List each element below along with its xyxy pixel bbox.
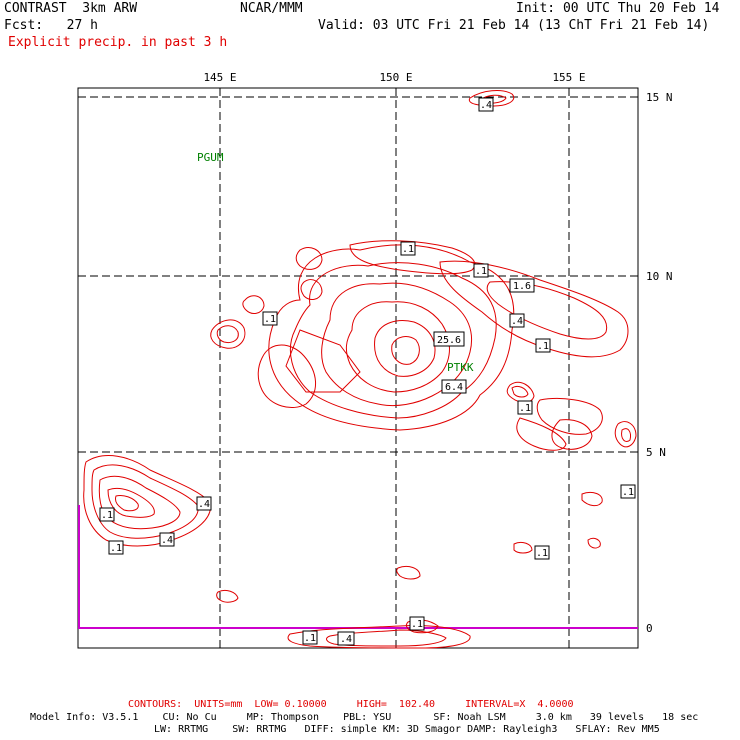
contour-main-outer [268,244,515,431]
svg-text:25.6: 25.6 [437,335,461,346]
value-label: .1 [620,484,636,499]
precip-contours [83,90,637,649]
contour-east-band-2 [486,281,608,340]
contour-east-edge [614,421,637,448]
contour-main-3 [321,282,473,407]
value-label: .1 [409,616,425,631]
value-label: .1 [99,507,115,522]
valid-time: Valid: 03 UTC Fri 21 Feb 14 (13 ChT Fri … [318,18,710,33]
lat-label-eq: 0 [646,622,653,635]
contour-west-lobe-2 [257,344,316,408]
contour-main-5 [374,320,436,377]
value-label: .1 [262,311,278,326]
contour-info: CONTOURS: UNITS=mm LOW= 0.10000 HIGH= 10… [128,699,574,710]
svg-text:.1: .1 [304,633,316,644]
svg-text:1.6: 1.6 [513,281,531,292]
svg-text:.1: .1 [519,403,531,414]
lon-label-145: 145 E [203,71,236,84]
model-info-line-2: LW: RRTMG SW: RRTMG DIFF: simple KM: 3D … [154,724,660,735]
value-label: .4 [478,97,494,112]
lon-label-150: 150 E [379,71,412,84]
value-label: .1 [535,338,551,353]
contour-east-mid-2 [551,419,593,450]
value-label: .1 [534,545,550,560]
value-label: .4 [337,631,355,646]
svg-text:6.4: 6.4 [445,382,463,393]
value-label: .1 [108,540,124,555]
contour-guam-east-2 [216,325,239,343]
lon-label-155: 155 E [552,71,585,84]
svg-text:.1: .1 [101,510,113,521]
svg-text:.1: .1 [537,341,549,352]
contour-main-4 [345,301,450,393]
svg-text:.1: .1 [411,619,423,630]
model-title: CONTRAST 3km ARW [4,1,138,16]
contour-value-labels: .4 .1 .1 1.6 .1 .4 .1 25.6 6.4 .1 .1 .4 … [99,97,636,646]
value-label: 25.6 [433,331,465,347]
map-frame [77,87,639,649]
contour-sw-2 [91,464,199,539]
field-title: Explicit precip. in past 3 h [8,35,228,50]
forecast-hour: Fcst: 27 h [4,18,98,33]
contour-north-band [349,240,476,275]
value-label: .1 [400,241,416,256]
svg-text:.4: .4 [340,634,352,645]
contour-east-mid [536,397,603,435]
org-label: NCAR/MMM [240,1,303,16]
contour-main-2 [289,262,497,419]
svg-text:.4: .4 [480,100,492,111]
svg-text:.4: .4 [198,499,210,510]
value-label: .4 [159,532,175,547]
lat-label-15n: 15 N [646,91,673,104]
contour-small-w [242,295,265,314]
contour-equator-band [287,625,471,649]
svg-text:.1: .1 [475,266,487,277]
value-label: 1.6 [509,278,535,293]
contour-small-s3 [513,541,533,554]
contour-guam-east [210,319,246,349]
lat-label-10n: 10 N [646,270,673,283]
svg-text:.4: .4 [161,535,173,546]
value-label: .1 [473,263,489,278]
contour-sw-4 [107,487,155,518]
init-time: Init: 00 UTC Thu 20 Feb 14 [516,1,720,16]
contour-east-trail [516,417,567,451]
station-label-pgum: PGUM [197,151,224,164]
svg-text:.4: .4 [511,316,523,327]
contour-north-edge [468,90,515,107]
svg-text:.1: .1 [402,244,414,255]
lat-label-5n: 5 N [646,446,666,459]
value-label: .4 [196,496,212,511]
contour-east-edge-2 [621,428,631,443]
contour-west-lobe [285,329,361,393]
contour-small-s2 [396,565,421,580]
contour-north-blob-2 [300,279,323,300]
lat-lon-grid [78,88,638,648]
value-label: .4 [509,313,525,328]
value-label: .1 [302,630,318,645]
contour-east-band [439,260,629,358]
value-label: .1 [517,400,533,415]
domain-boundary [78,505,638,629]
contour-north-blob [295,247,323,270]
contour-se-blob-2 [511,385,529,398]
contour-main-6 [391,336,420,365]
contour-se-blob [506,381,535,403]
model-info-line-1: Model Info: V3.5.1 CU: No Cu MP: Thompso… [30,712,699,723]
contour-sw-5 [115,495,139,512]
svg-text:.1: .1 [622,487,634,498]
station-label-ptkk: PTKK [447,361,474,374]
contour-small-s1 [216,589,239,603]
svg-text:.1: .1 [264,314,276,325]
contour-equator-band-2 [326,629,447,647]
svg-text:.1: .1 [536,548,548,559]
svg-text:.1: .1 [110,543,122,554]
value-label: 6.4 [441,379,467,394]
contour-east-small [581,491,603,507]
contour-small-s4 [587,537,601,549]
